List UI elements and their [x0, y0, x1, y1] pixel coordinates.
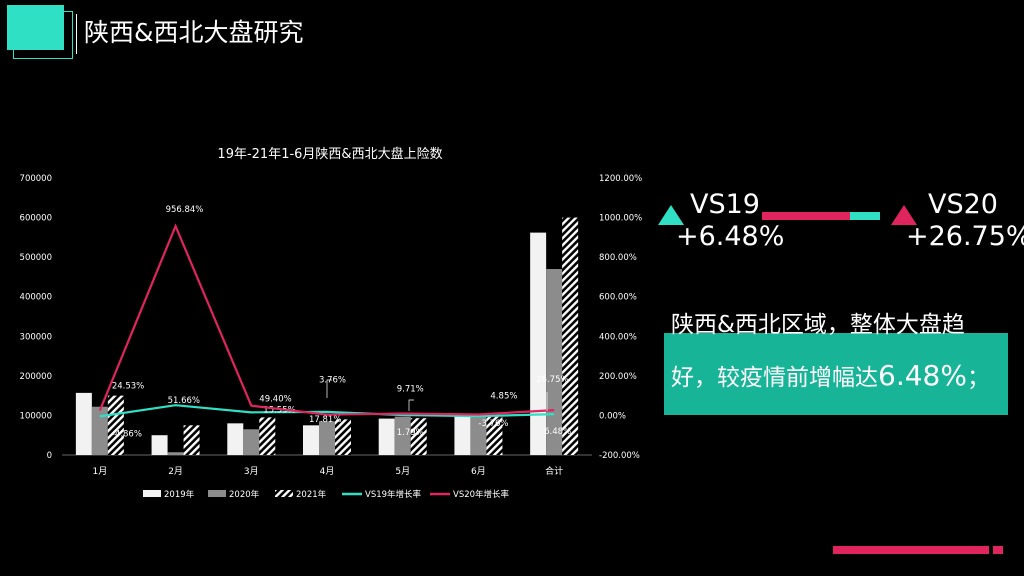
line-VS19年增长率	[99, 404, 555, 418]
x-tick-label: 1月	[92, 466, 107, 477]
callout-leader	[408, 399, 414, 411]
summary-box	[664, 333, 1008, 415]
data-label-VS20年增长率: 4.85%	[490, 391, 517, 401]
bar-2021年	[410, 418, 427, 455]
legend-swatch	[143, 490, 161, 497]
data-label-VS19年增长率: -3.76%	[478, 419, 508, 429]
vs20-label: VS20	[928, 189, 998, 220]
y2-tick-label: 1000.00%	[599, 214, 642, 224]
legend-swatch	[208, 490, 226, 497]
x-tick-label: 4月	[320, 466, 335, 477]
data-label-VS20年增长率: 9.71%	[397, 385, 424, 395]
legend-label: VS20年增长率	[453, 489, 510, 500]
y2-tick-label: 0.00%	[599, 411, 626, 421]
bar-2019年	[454, 415, 471, 455]
y2-tick-label: 800.00%	[599, 253, 637, 263]
data-label-VS20年增长率: 956.84%	[166, 205, 204, 215]
bar-2019年	[530, 232, 547, 455]
bar-2019年	[75, 392, 92, 455]
vs19-up-triangle-icon	[658, 205, 684, 225]
y2-tick-label: 200.00%	[599, 372, 637, 382]
legend-label: 2019年	[164, 489, 195, 500]
legend-label: 2021年	[296, 489, 327, 500]
summary-highlight-value: 6.48%	[878, 359, 967, 392]
y2-tick-label: -200.00%	[599, 451, 640, 461]
data-label-VS19年增长率: 6.48%	[544, 427, 571, 437]
summary-line-2: 好，较疫情前增幅达6.48%；	[671, 358, 990, 396]
legend-label: VS19年增长率	[365, 489, 422, 500]
vs19-label: VS19	[690, 189, 760, 220]
compare-bar-pink	[762, 212, 850, 220]
vs20-up-triangle-icon	[891, 205, 917, 225]
data-label-VS20年增长率: 26.75%	[536, 375, 568, 385]
data-label-VS20年增长率: 3.76%	[319, 376, 346, 386]
logo-block	[7, 5, 64, 50]
bar-2021年	[486, 416, 503, 455]
vs19-value: +6.48%	[676, 221, 785, 252]
y-tick-label: 500000	[20, 253, 52, 263]
y-tick-label: 0	[47, 451, 52, 461]
data-label-VS20年增长率: 24.53%	[112, 382, 144, 392]
y-tick-label: 200000	[20, 372, 52, 382]
legend-swatch	[275, 490, 293, 497]
data-label-VS20年增长率: 49.40%	[259, 395, 291, 405]
y2-tick-label: 400.00%	[599, 332, 637, 342]
data-label-VS19年增长率: 51.66%	[168, 396, 200, 406]
y-tick-label: 400000	[20, 293, 52, 303]
y2-tick-label: 600.00%	[599, 293, 637, 303]
bar-2021年	[335, 419, 351, 455]
compare-bar-teal	[850, 212, 880, 220]
title-divider	[76, 14, 77, 54]
bar-2021年	[107, 395, 124, 455]
bar-2020年	[546, 269, 563, 455]
footer-accent-bar	[833, 546, 989, 554]
footer-accent-square	[993, 546, 1003, 554]
line-VS20年增长率	[98, 223, 555, 416]
bar-2019年	[303, 425, 319, 455]
data-label-VS19年增长率: 1.79%	[397, 428, 424, 438]
x-tick-label: 3月	[244, 466, 259, 477]
bar-2020年	[91, 406, 108, 455]
bar-2019年	[151, 435, 168, 455]
x-tick-label: 2月	[168, 466, 183, 477]
bar-2020年	[243, 429, 260, 455]
chart-title: 19年-21年1-6月陕西&西北大盘上险数	[217, 146, 442, 162]
bar-2020年	[394, 416, 411, 455]
y-tick-label: 100000	[20, 411, 52, 421]
bar-2019年	[378, 418, 395, 455]
data-label-VS19年增长率: -4.86%	[112, 429, 142, 439]
callout-leader	[326, 379, 332, 398]
page-title: 陕西&西北大盘研究	[84, 18, 304, 47]
y-tick-label: 300000	[20, 332, 52, 342]
vs20-value: +26.75%	[906, 221, 1024, 252]
legend-label: 2020年	[229, 489, 260, 500]
bar-2021年	[259, 417, 276, 455]
bar-2020年	[167, 452, 184, 455]
y-tick-label: 600000	[20, 214, 52, 224]
bar-2019年	[227, 423, 244, 455]
data-label-VS19年增长率: 15.55%	[263, 405, 295, 415]
x-tick-label: 合计	[545, 465, 563, 477]
bar-2020年	[319, 421, 335, 455]
data-label-VS19年增长率: 17.81%	[309, 415, 341, 425]
summary-line-1: 陕西&西北区域，整体大盘趋	[671, 312, 965, 338]
bar-2021年	[183, 425, 200, 455]
summary-line-2-text: 好，较疫情前增幅达	[671, 365, 878, 391]
bar-2021年	[562, 217, 579, 455]
bar-2020年	[470, 416, 487, 455]
x-tick-label: 6月	[471, 466, 486, 477]
y2-tick-label: 1200.00%	[599, 174, 642, 184]
y-tick-label: 700000	[20, 174, 52, 184]
x-tick-label: 5月	[395, 466, 410, 477]
summary-line-2-suffix: ；	[966, 365, 990, 391]
